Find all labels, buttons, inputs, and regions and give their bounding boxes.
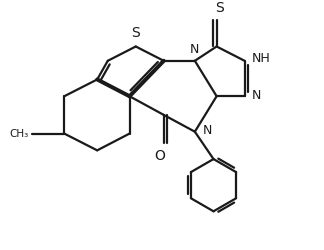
Text: N: N: [202, 124, 212, 137]
Text: S: S: [215, 1, 224, 15]
Text: N: N: [190, 43, 200, 56]
Text: N: N: [252, 88, 261, 102]
Text: O: O: [155, 149, 166, 163]
Text: S: S: [132, 26, 140, 40]
Text: CH₃: CH₃: [9, 128, 28, 138]
Text: NH: NH: [252, 52, 271, 65]
